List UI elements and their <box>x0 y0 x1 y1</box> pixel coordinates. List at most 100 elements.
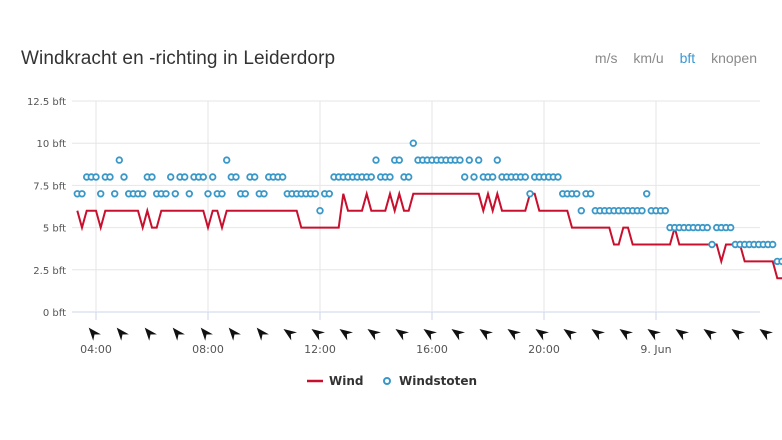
arrow-shape <box>647 328 661 341</box>
gust-point <box>199 173 207 181</box>
unit-knopen[interactable]: knopen <box>711 50 757 66</box>
gust-point <box>148 173 156 181</box>
gust-point <box>708 240 716 249</box>
arrow-shape <box>172 327 185 341</box>
gust-point <box>573 190 581 198</box>
gust-point <box>526 190 534 198</box>
arrow-shape <box>703 328 717 341</box>
y-tick-label: 2.5 bft <box>33 266 66 277</box>
gusts-series <box>73 139 782 266</box>
gust-point <box>475 156 483 164</box>
wind-direction-arrow-icon <box>703 328 717 341</box>
unit-bft[interactable]: bft <box>679 50 696 66</box>
wind-direction-arrow-icon <box>395 328 409 341</box>
arrow-shape <box>591 328 605 341</box>
y-tick-label: 5 bft <box>43 224 66 235</box>
gust-point <box>162 190 170 198</box>
gust-point <box>395 156 403 164</box>
x-tick-label: 16:00 <box>416 343 448 356</box>
wind-direction-arrow-icon <box>256 327 269 341</box>
x-tick-label: 08:00 <box>192 343 224 356</box>
arrow-shape <box>339 328 353 341</box>
x-tick-label: 04:00 <box>80 343 112 356</box>
y-tick-label: 0 bft <box>43 308 66 319</box>
gust-point <box>461 173 469 181</box>
arrow-shape <box>283 328 297 341</box>
gust-point <box>456 156 464 164</box>
wind-direction-arrows <box>88 327 773 341</box>
gust-point <box>171 190 179 198</box>
gust-point <box>185 190 193 198</box>
gust-point <box>120 173 128 181</box>
arrow-shape <box>144 327 157 341</box>
gust-point <box>250 173 259 181</box>
gust-point <box>372 156 380 164</box>
arrow-shape <box>731 328 745 341</box>
x-tick-label: 12:00 <box>304 343 336 356</box>
wind-direction-arrow-icon <box>339 328 353 341</box>
gust-point <box>279 173 287 181</box>
gust-point <box>180 173 189 181</box>
gust-point <box>769 240 777 249</box>
legend-item-wind[interactable]: Wind <box>307 374 363 388</box>
arrow-shape <box>395 328 409 341</box>
wind-direction-arrow-icon <box>535 328 549 341</box>
wind-direction-arrow-icon <box>200 327 213 341</box>
gust-point <box>166 173 175 181</box>
arrow-shape <box>200 327 213 341</box>
gust-point <box>493 156 501 164</box>
legend-item-gusts[interactable]: Windstoten <box>383 374 477 388</box>
arrow-shape <box>423 328 437 341</box>
gust-point <box>138 190 147 198</box>
legend-gusts-symbol <box>383 377 391 385</box>
gust-point <box>222 156 231 164</box>
arrow-shape <box>311 328 325 341</box>
wind-direction-arrow-icon <box>479 328 493 341</box>
gust-point <box>367 173 375 181</box>
gust-point <box>554 173 562 181</box>
gust-point <box>703 223 711 232</box>
wind-direction-arrow-icon <box>591 328 605 341</box>
arrow-shape <box>451 328 465 341</box>
y-tick-label: 10 bft <box>36 139 66 150</box>
wind-direction-arrow-icon <box>88 327 101 341</box>
gust-point <box>465 156 473 164</box>
gust-point <box>405 173 413 181</box>
gust-point <box>409 139 417 147</box>
x-tick-label: 9. Jun <box>640 343 671 356</box>
arrow-shape <box>535 328 549 341</box>
arrow-shape <box>116 327 129 341</box>
arrow-shape <box>507 328 521 341</box>
wind-direction-arrow-icon <box>507 328 521 341</box>
gust-point <box>115 156 123 164</box>
arrow-shape <box>675 328 689 341</box>
wind-line <box>76 190 782 280</box>
unit-kmu[interactable]: km/u <box>633 50 664 66</box>
wind-direction-arrow-icon <box>563 328 577 341</box>
gust-point <box>643 190 651 198</box>
arrow-shape <box>479 328 493 341</box>
x-tick-label: 20:00 <box>528 343 560 356</box>
wind-direction-arrow-icon <box>172 327 185 341</box>
gust-point <box>208 173 217 181</box>
wind-direction-arrow-icon <box>367 328 381 341</box>
gust-point <box>106 173 114 181</box>
gust-point <box>778 257 782 266</box>
gust-point <box>325 190 333 198</box>
y-tick-label: 12.5 bft <box>27 97 66 108</box>
wind-direction-arrow-icon <box>423 328 437 341</box>
wind-direction-arrow-icon <box>759 328 773 341</box>
gust-point <box>232 173 240 181</box>
wind-direction-arrow-icon <box>675 328 689 341</box>
gust-point <box>311 190 319 198</box>
wind-direction-arrow-icon <box>731 328 745 341</box>
unit-ms[interactable]: m/s <box>594 50 618 66</box>
gust-point <box>577 206 585 215</box>
gust-point <box>218 190 226 198</box>
arrow-shape <box>88 327 101 341</box>
legend: Wind Windstoten <box>307 374 477 388</box>
gust-point <box>92 173 100 181</box>
gust-point <box>661 206 669 215</box>
arrow-shape <box>367 328 381 341</box>
